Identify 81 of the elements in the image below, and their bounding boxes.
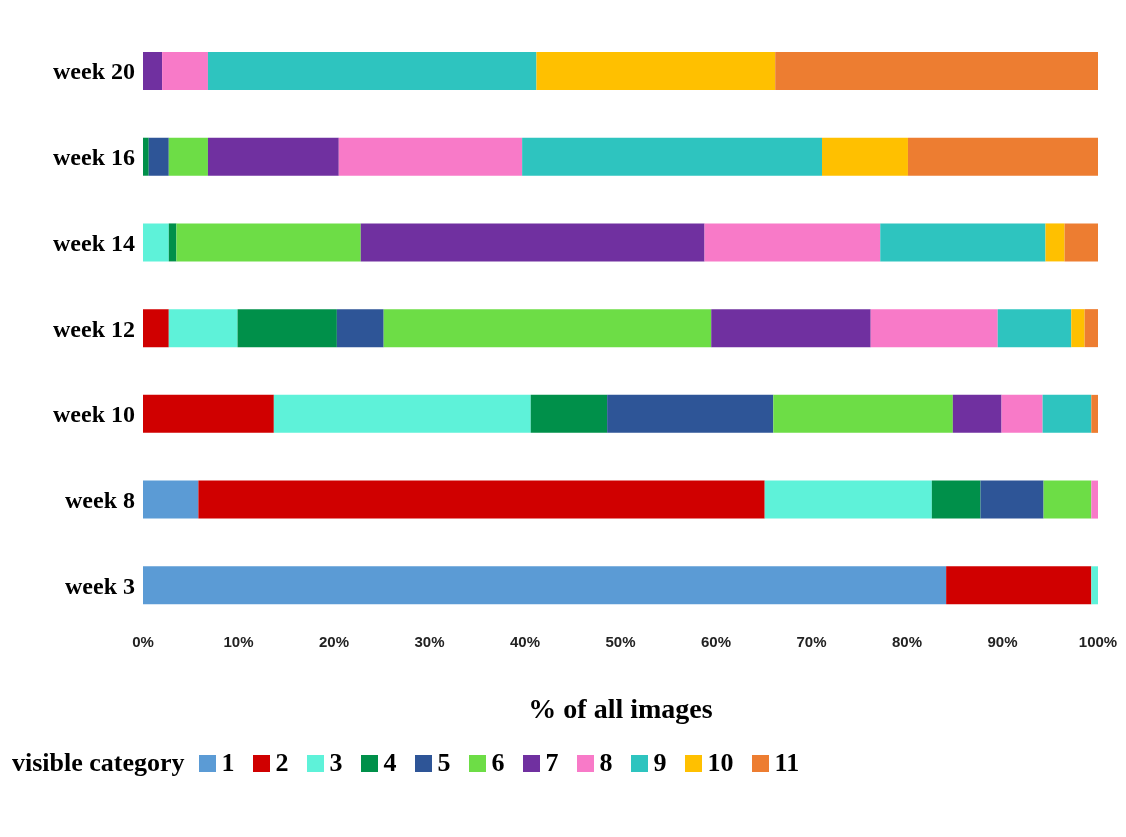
x-tick-label: 90%	[987, 632, 1018, 650]
legend-label: 5	[437, 748, 451, 778]
bar	[360, 223, 705, 262]
legend-label: 4	[383, 748, 397, 778]
x-tick-label: 10%	[223, 632, 254, 650]
bar	[143, 52, 163, 90]
y-tick-label: week 3	[65, 572, 135, 599]
bar	[207, 52, 537, 90]
y-tick-label: week 16	[53, 144, 135, 171]
bar	[1091, 480, 1098, 519]
bar	[822, 137, 908, 176]
bar	[704, 223, 881, 262]
bar	[143, 566, 947, 605]
bar	[198, 480, 765, 519]
legend-label: 8	[599, 748, 613, 778]
bar	[383, 309, 712, 348]
y-tick-label: week 20	[53, 58, 135, 85]
bar	[1042, 394, 1092, 433]
bar	[931, 480, 981, 519]
bar	[168, 223, 177, 262]
x-tick-label: 0%	[132, 632, 154, 650]
bar	[773, 394, 953, 433]
bar	[273, 394, 531, 433]
x-tick-label: 20%	[318, 632, 350, 650]
legend-label: 3	[329, 748, 343, 778]
legend-label: 1	[221, 748, 235, 778]
x-tick-label: 80%	[891, 632, 923, 650]
bar	[143, 309, 169, 348]
y-tick-label: week 8	[65, 486, 135, 513]
bar	[607, 394, 774, 433]
bar	[536, 52, 776, 90]
bar	[1084, 309, 1098, 348]
bar	[1045, 223, 1065, 262]
bar	[907, 137, 1098, 176]
bar	[980, 480, 1044, 519]
bar	[764, 480, 932, 519]
x-axis-title: % of all images	[528, 693, 713, 724]
y-tick-label: week 14	[53, 229, 135, 256]
bar	[176, 223, 361, 262]
bar	[1001, 394, 1043, 433]
bar	[880, 223, 1046, 262]
legend-label: 6	[491, 748, 505, 778]
bar	[997, 309, 1072, 348]
bar	[237, 309, 337, 348]
bar	[143, 137, 149, 176]
bar	[1071, 309, 1085, 348]
x-tick-label: 70%	[796, 632, 827, 650]
bar	[1064, 223, 1098, 262]
bar	[207, 137, 339, 176]
x-tick-label: 50%	[605, 632, 636, 650]
y-tick-label: week 12	[53, 315, 135, 342]
bar	[711, 309, 871, 348]
bar	[168, 137, 208, 176]
bar	[1091, 566, 1098, 605]
bar	[775, 52, 1098, 90]
x-tick-label: 40%	[509, 632, 541, 650]
bar	[168, 309, 238, 348]
x-tick-label: 100%	[1078, 632, 1118, 650]
legend-label: 11	[774, 748, 800, 778]
x-tick-label: 30%	[414, 632, 445, 650]
bar	[522, 137, 823, 176]
bar	[530, 394, 608, 433]
legend-label: 9	[653, 748, 667, 778]
bar	[338, 137, 523, 176]
bar	[162, 52, 208, 90]
legend-title: visible category	[12, 748, 185, 778]
bar	[336, 309, 384, 348]
bar	[946, 566, 1092, 605]
bar	[143, 223, 169, 262]
y-tick-label: week 10	[53, 401, 135, 428]
legend-label: 7	[545, 748, 559, 778]
bar	[952, 394, 1002, 433]
bar	[143, 480, 199, 519]
bar	[143, 394, 274, 433]
legend-label: 2	[275, 748, 289, 778]
bar	[870, 309, 998, 348]
bar	[1043, 480, 1092, 519]
bar	[1091, 394, 1098, 433]
bar	[148, 137, 169, 176]
x-tick-label: 60%	[700, 632, 732, 650]
legend-label: 10	[707, 748, 734, 778]
